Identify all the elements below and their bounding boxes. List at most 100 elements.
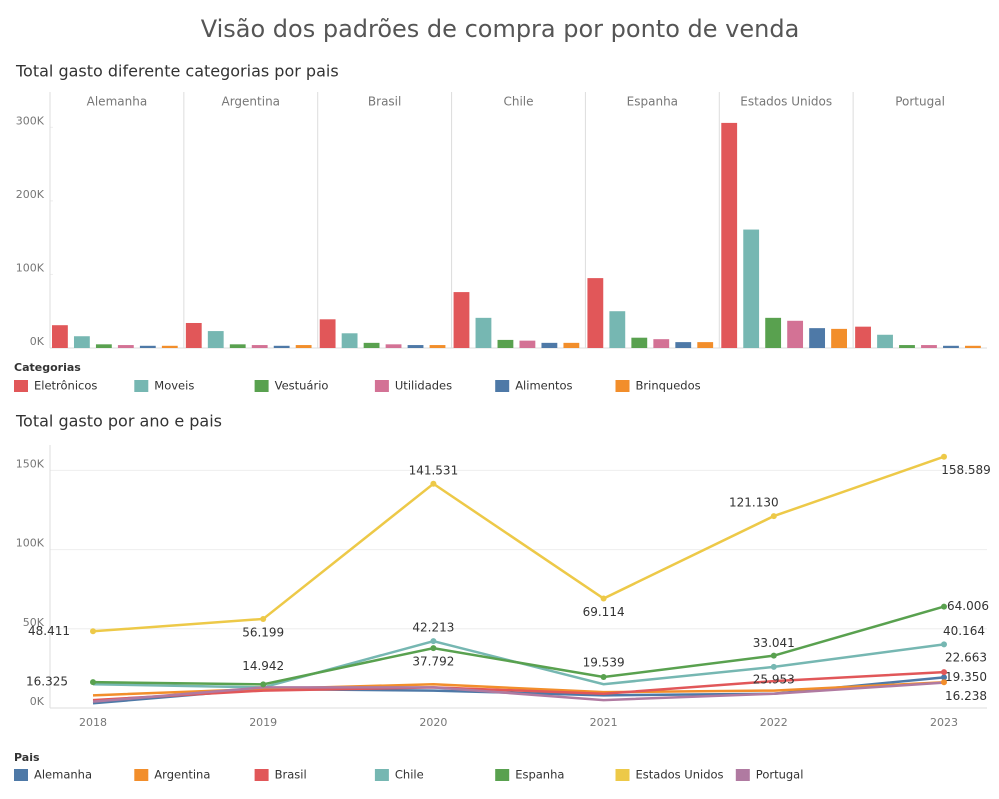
bar [631,337,648,348]
data-label: 69.114 [583,605,625,619]
bar [429,345,446,348]
y-tick-label: 0K [30,335,45,348]
point [90,628,96,635]
bar [787,320,804,348]
bar [319,319,336,348]
line [92,605,945,686]
bar [855,326,871,348]
legend-swatch [14,769,28,781]
point [260,615,267,622]
legend-swatch [134,769,149,781]
bar [73,336,90,348]
bar [877,334,893,348]
line [92,681,945,703]
data-label: 42.213 [412,621,454,635]
facet-label: Espanha [627,95,678,109]
legend-swatch [374,380,389,392]
data-label: 158.589 [941,463,991,477]
point [430,638,437,645]
bar [207,331,224,348]
legend-label: Moveis [154,379,194,393]
bar [407,345,424,348]
bar [541,342,558,348]
legend-label: Portugal [756,768,804,782]
bar [587,278,604,348]
point [260,681,267,688]
data-label: 33.041 [753,636,795,650]
y-tick-label: 200K [16,188,45,201]
bar [743,229,760,348]
bar [139,345,156,348]
legend-label: Chile [395,768,424,782]
legend-swatch [254,380,269,392]
facet-label: Brasil [368,95,401,109]
point [941,453,947,460]
facet-label: Chile [503,95,533,109]
legend-swatch [254,769,269,781]
point [600,595,607,602]
chart-title: Total gasto diferente categorias por pai… [15,62,339,81]
bar [229,344,246,348]
legend-swatch [495,380,510,392]
x-tick-label: 2021 [590,716,618,729]
legend-label: Utilidades [395,379,452,393]
legend-title: Categorias [14,361,81,374]
y-tick-label: 150K [16,457,45,470]
legend-label: Brinquedos [636,379,701,393]
legend-label: Brasil [275,768,307,782]
data-label: 16.238 [945,689,987,703]
bar [497,339,514,348]
bar [453,292,470,348]
legend-swatch [134,380,149,392]
bar [921,345,937,348]
y-tick-label: 0K [30,695,45,708]
point [941,603,947,610]
bar [809,328,826,348]
bar [653,339,670,348]
data-label: 14.942 [242,659,284,673]
bar [831,328,847,348]
data-label: 19.350 [945,670,987,684]
dashboard-title: Visão dos padrões de compra por ponto de… [201,15,800,43]
bar [161,345,178,348]
x-tick-label: 2022 [760,716,788,729]
point [90,679,96,686]
data-label: 37.792 [412,655,454,669]
bar [697,342,714,348]
legend-label: Vestuário [275,379,329,393]
x-tick-label: 2023 [930,716,958,729]
legend-swatch [14,380,28,392]
point [941,674,947,681]
bar [609,311,626,348]
x-tick-label: 2018 [79,716,107,729]
bar [899,345,915,348]
legend-swatch [495,769,510,781]
data-label: 19.539 [583,656,625,670]
bar [295,345,312,348]
x-tick-label: 2020 [419,716,447,729]
point [941,641,947,648]
point [941,669,947,676]
bar [385,344,402,348]
legend-label: Alimentos [515,379,572,393]
x-tick-label: 2019 [249,716,277,729]
legend-label: Alemanha [34,768,92,782]
chart-title: Total gasto por ano e pais [15,412,222,431]
data-label: 48.411 [28,624,70,638]
legend-swatch [735,769,750,781]
legend-swatch [615,380,630,392]
bar [965,345,981,348]
bar [563,342,580,348]
bar [721,122,738,349]
bar [475,317,492,348]
data-label: 22.663 [945,651,987,665]
bar [117,345,134,348]
data-label: 16.325 [26,675,68,689]
bar [251,345,268,348]
bar [185,322,202,348]
line [92,639,945,689]
point [770,513,777,520]
line [92,455,945,633]
data-label: 56.199 [242,625,284,639]
